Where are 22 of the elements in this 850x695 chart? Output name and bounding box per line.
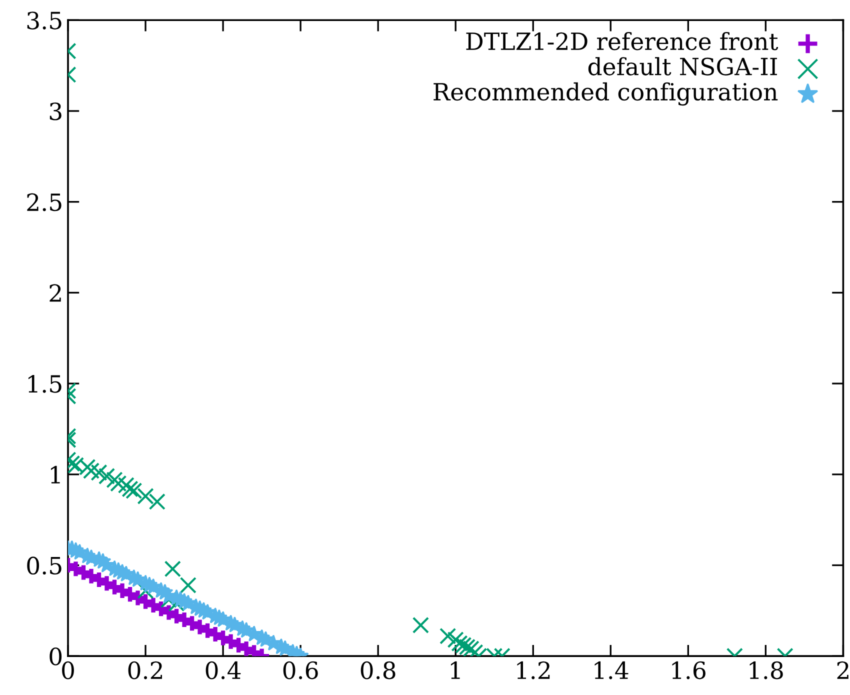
y-tick-label: 0.5 (27, 556, 62, 575)
x-tick-label: 0.2 (128, 661, 162, 680)
y-tick-label: 1.5 (28, 374, 62, 393)
x-tick-label: 2 (837, 661, 848, 679)
x-tick-label: 0.8 (360, 661, 396, 680)
x-tick-label: 0.4 (206, 661, 241, 680)
legend-label: Recommended configuration (434, 82, 778, 106)
x-tick-label: 0 (62, 661, 74, 680)
x-tick-label: 1.6 (672, 661, 706, 680)
x-tick-label: 0.6 (283, 661, 318, 680)
x-tick-label: 1.4 (594, 661, 628, 680)
y-tick-label: 2.5 (27, 193, 62, 212)
y-tick-label: 1 (51, 466, 60, 484)
x-tick-label: 1.8 (750, 661, 783, 680)
y-tick-label: 0 (50, 648, 62, 666)
y-tick-label: 3.5 (27, 12, 62, 30)
x-tick-label: 1 (450, 661, 460, 679)
legend-label: DTLZ1-2D reference front (466, 32, 778, 50)
legend-label: default NSGA-II (588, 57, 777, 76)
y-tick-label: 2 (50, 284, 61, 302)
y-tick-label: 3 (50, 102, 62, 120)
x-tick-label: 1.2 (517, 661, 550, 680)
